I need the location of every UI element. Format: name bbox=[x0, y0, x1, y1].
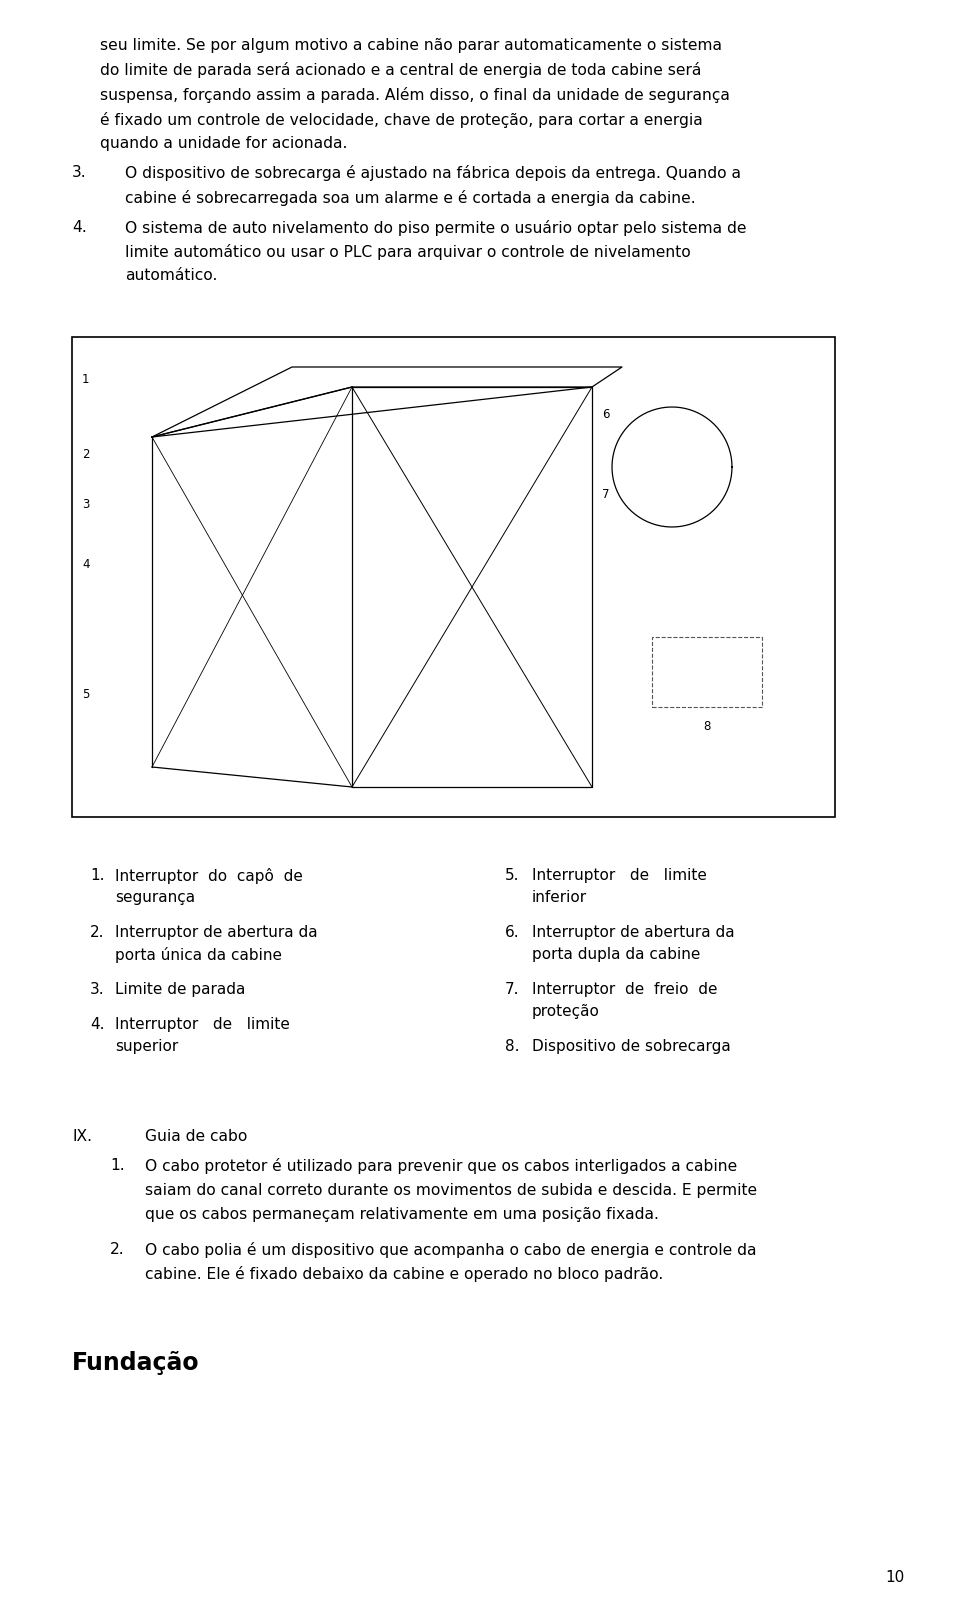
Text: O cabo polia é um dispositivo que acompanha o cabo de energia e controle da: O cabo polia é um dispositivo que acompa… bbox=[145, 1241, 756, 1257]
Text: 8.: 8. bbox=[505, 1038, 519, 1053]
Text: do limite de parada será acionado e a central de energia de toda cabine será: do limite de parada será acionado e a ce… bbox=[100, 63, 702, 79]
Text: 6.: 6. bbox=[505, 924, 519, 940]
Text: 1.: 1. bbox=[90, 868, 105, 882]
Text: inferior: inferior bbox=[532, 889, 588, 905]
Text: suspensa, forçando assim a parada. Além disso, o final da unidade de segurança: suspensa, forçando assim a parada. Além … bbox=[100, 87, 730, 103]
Text: seu limite. Se por algum motivo a cabine não parar automaticamente o sistema: seu limite. Se por algum motivo a cabine… bbox=[100, 39, 722, 53]
Text: que os cabos permaneçam relativamente em uma posição fixada.: que os cabos permaneçam relativamente em… bbox=[145, 1207, 659, 1221]
Text: Interruptor   de   limite: Interruptor de limite bbox=[532, 868, 707, 882]
Text: 5: 5 bbox=[82, 688, 89, 701]
Text: proteção: proteção bbox=[532, 1003, 600, 1019]
Text: Dispositivo de sobrecarga: Dispositivo de sobrecarga bbox=[532, 1038, 731, 1053]
Text: IX.: IX. bbox=[72, 1128, 92, 1143]
Text: 2.: 2. bbox=[110, 1241, 125, 1257]
Text: 4: 4 bbox=[82, 558, 89, 570]
Text: O sistema de auto nivelamento do piso permite o usuário optar pelo sistema de: O sistema de auto nivelamento do piso pe… bbox=[125, 220, 747, 235]
Text: 3: 3 bbox=[82, 498, 89, 511]
Text: 3.: 3. bbox=[72, 166, 86, 180]
Text: Interruptor de abertura da: Interruptor de abertura da bbox=[532, 924, 734, 940]
Text: 5.: 5. bbox=[505, 868, 519, 882]
Text: 1.: 1. bbox=[110, 1157, 125, 1173]
Text: 3.: 3. bbox=[90, 982, 105, 996]
Text: quando a unidade for acionada.: quando a unidade for acionada. bbox=[100, 137, 348, 151]
Text: 6: 6 bbox=[602, 408, 610, 421]
Text: superior: superior bbox=[115, 1038, 179, 1053]
Text: Interruptor  do  capô  de: Interruptor do capô de bbox=[115, 868, 302, 884]
Text: segurança: segurança bbox=[115, 889, 195, 905]
Text: 1: 1 bbox=[82, 373, 89, 386]
Text: Fundação: Fundação bbox=[72, 1350, 200, 1374]
Text: 4.: 4. bbox=[90, 1016, 105, 1032]
Text: 2: 2 bbox=[82, 448, 89, 461]
Text: Interruptor  de  freio  de: Interruptor de freio de bbox=[532, 982, 717, 996]
Text: O cabo protetor é utilizado para prevenir que os cabos interligados a cabine: O cabo protetor é utilizado para preveni… bbox=[145, 1157, 737, 1173]
Text: porta única da cabine: porta única da cabine bbox=[115, 947, 282, 963]
Text: 8: 8 bbox=[704, 720, 710, 733]
Text: Guia de cabo: Guia de cabo bbox=[145, 1128, 248, 1143]
Text: 2.: 2. bbox=[90, 924, 105, 940]
Bar bbox=[72, 337, 835, 818]
Text: 4.: 4. bbox=[72, 220, 86, 235]
Text: cabine. Ele é fixado debaixo da cabine e operado no bloco padrão.: cabine. Ele é fixado debaixo da cabine e… bbox=[145, 1266, 663, 1282]
Text: 10: 10 bbox=[885, 1568, 904, 1585]
Text: Limite de parada: Limite de parada bbox=[115, 982, 246, 996]
Text: O dispositivo de sobrecarga é ajustado na fábrica depois da entrega. Quando a: O dispositivo de sobrecarga é ajustado n… bbox=[125, 166, 741, 182]
Text: cabine é sobrecarregada soa um alarme e é cortada a energia da cabine.: cabine é sobrecarregada soa um alarme e … bbox=[125, 190, 696, 206]
Text: é fixado um controle de velocidade, chave de proteção, para cortar a energia: é fixado um controle de velocidade, chav… bbox=[100, 111, 703, 127]
Text: 7: 7 bbox=[602, 487, 610, 501]
Text: porta dupla da cabine: porta dupla da cabine bbox=[532, 947, 701, 961]
Text: saiam do canal correto durante os movimentos de subida e descida. E permite: saiam do canal correto durante os movime… bbox=[145, 1183, 757, 1197]
Text: limite automático ou usar o PLC para arquivar o controle de nivelamento: limite automático ou usar o PLC para arq… bbox=[125, 244, 691, 260]
Text: Interruptor de abertura da: Interruptor de abertura da bbox=[115, 924, 318, 940]
Text: 7.: 7. bbox=[505, 982, 519, 996]
Text: automático.: automático. bbox=[125, 268, 217, 283]
Text: Interruptor   de   limite: Interruptor de limite bbox=[115, 1016, 290, 1032]
